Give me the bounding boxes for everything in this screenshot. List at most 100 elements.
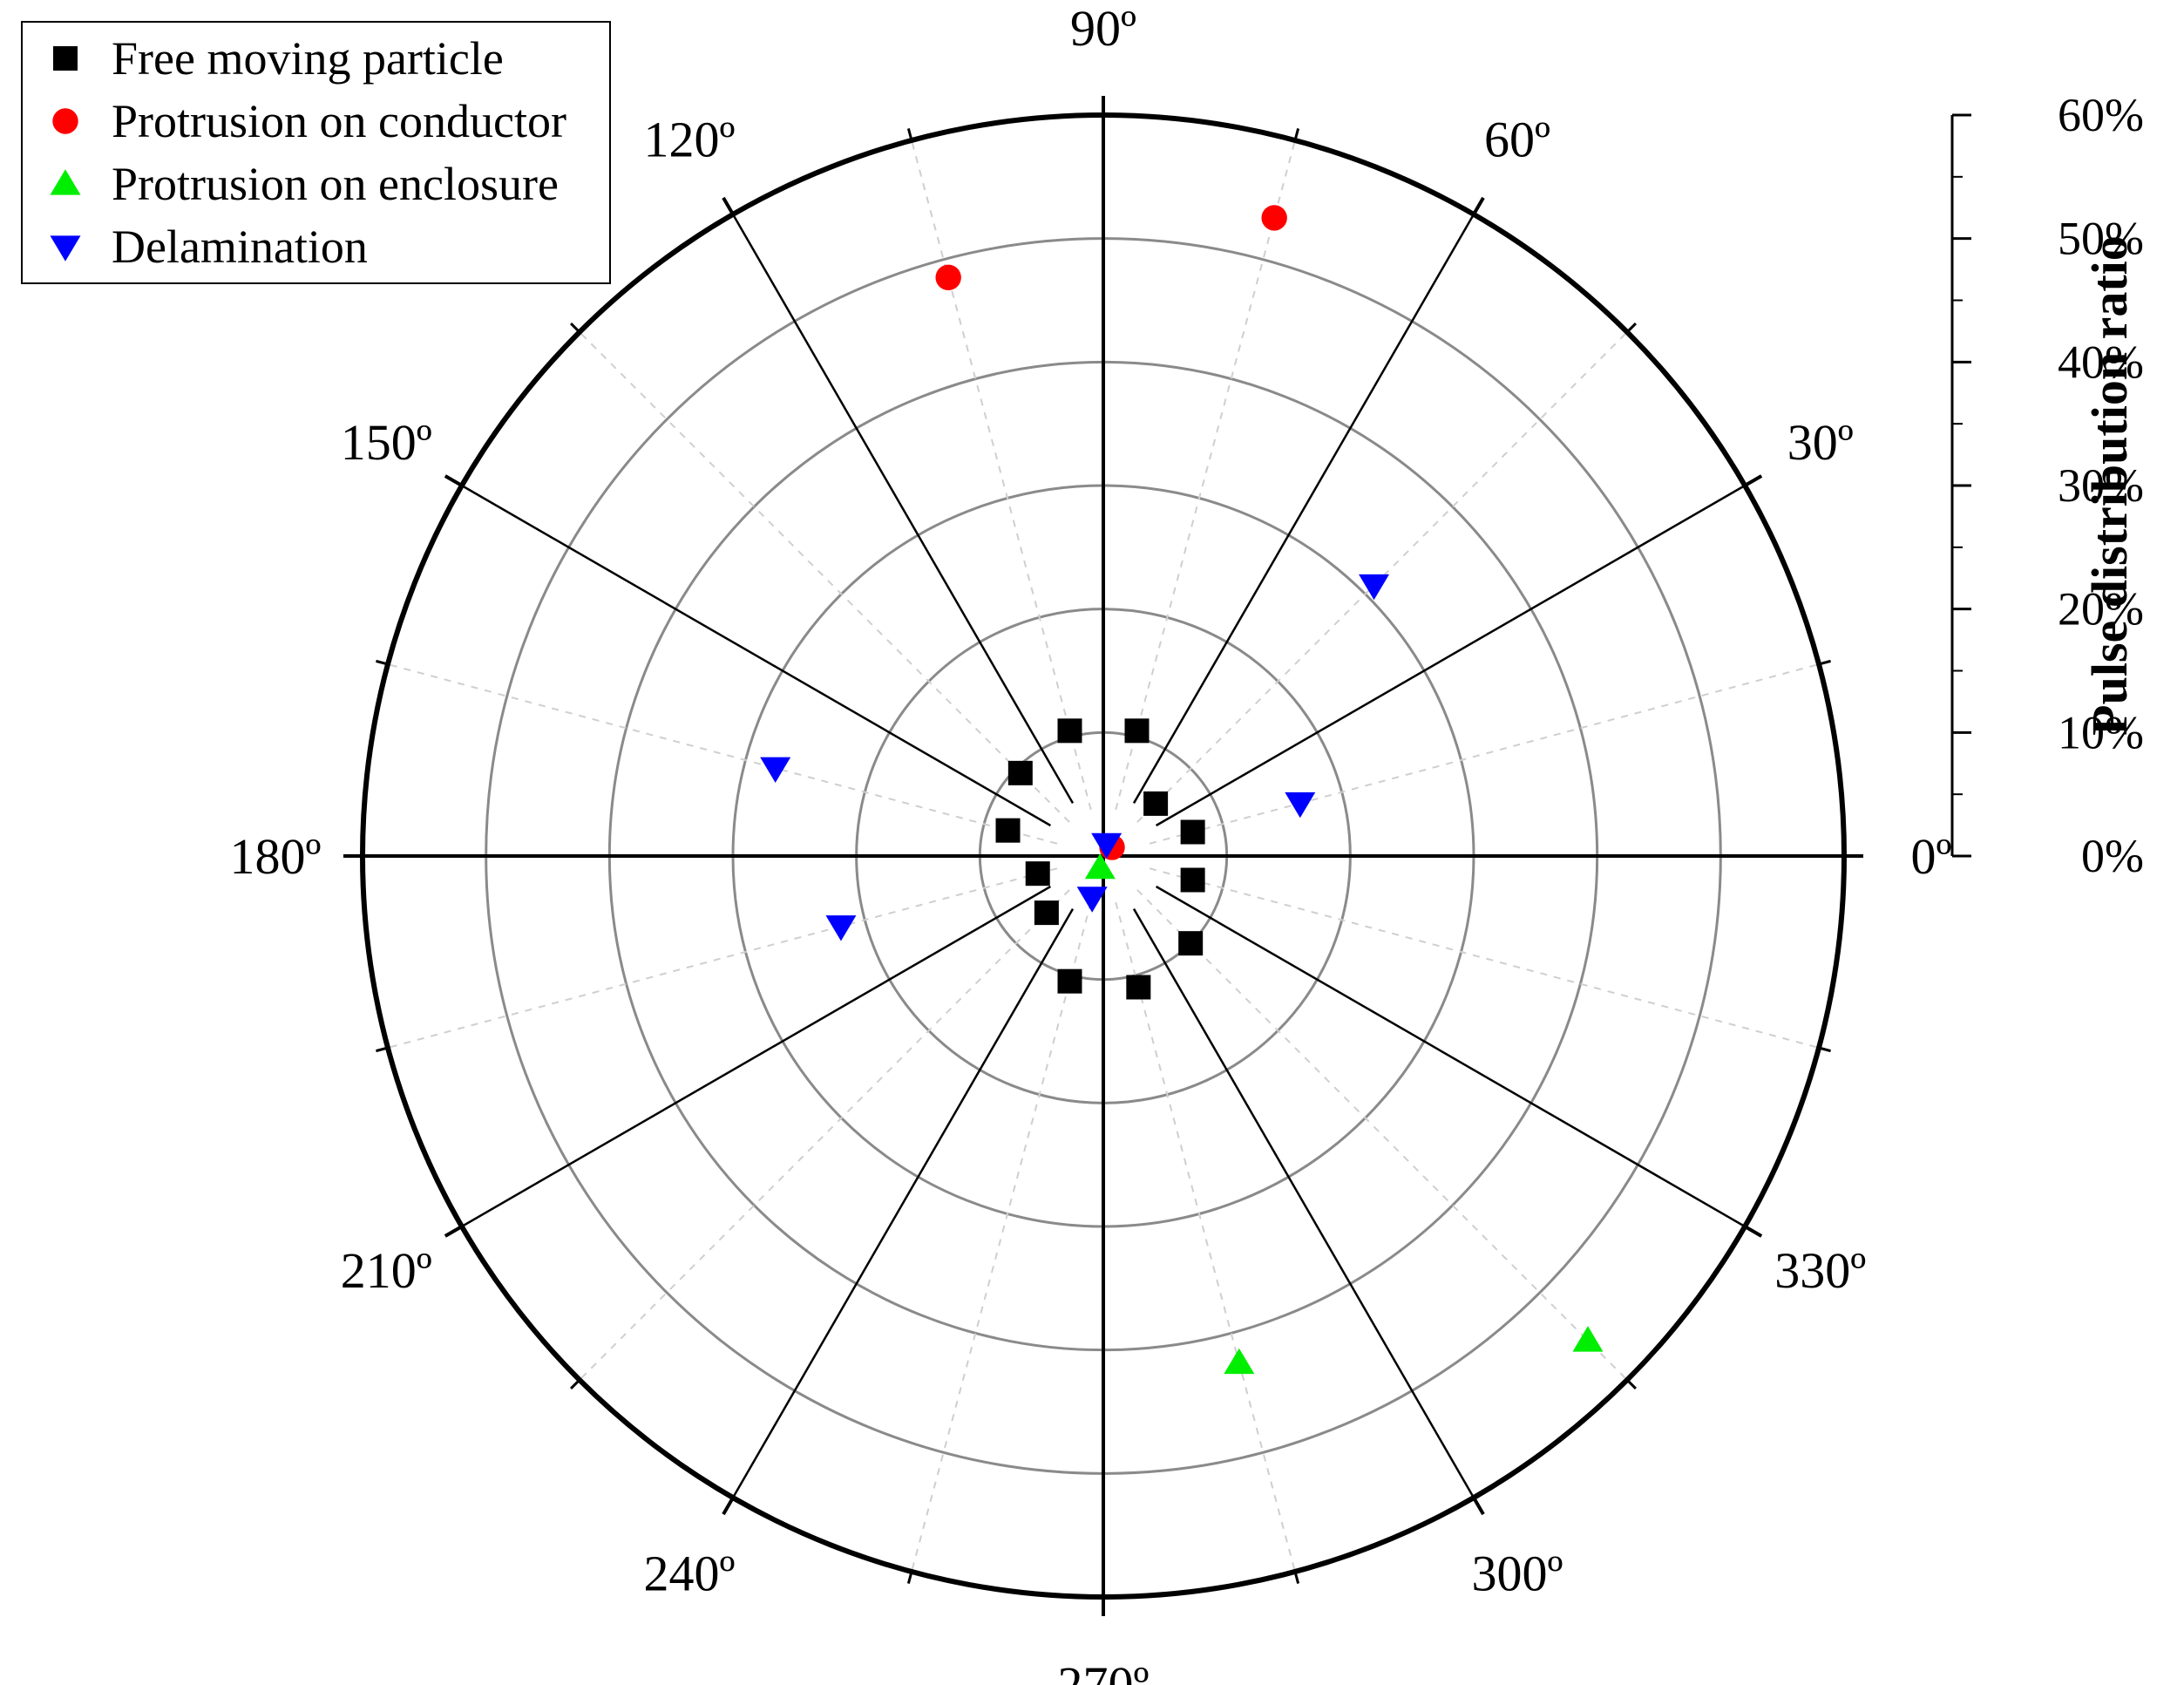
radial-tick-label: 50%: [2058, 213, 2144, 265]
data-point: [935, 264, 961, 291]
angle-tick-mark: [722, 196, 735, 215]
radial-axis-label: Pulse distribution ratio: [2081, 235, 2138, 736]
angle-tick-label: 270º: [1058, 1656, 1150, 1685]
data-point: [1057, 968, 1082, 994]
minor-spoke: [1149, 663, 1820, 845]
angle-spoke: [461, 885, 1052, 1228]
angle-tick-mark: [1744, 1225, 1763, 1238]
minor-spoke: [387, 867, 1058, 1049]
radial-axis: 0% 10% 20% 30% 40% 50% 60% Pulse distribution r…: [1950, 89, 2144, 882]
angle-minor-tick: [569, 1378, 581, 1390]
data-point: [1572, 1326, 1604, 1352]
data-point: [1180, 819, 1205, 845]
minor-spoke: [1149, 867, 1820, 1049]
angle-tick-label: 0º: [1911, 828, 1952, 885]
data-point: [1007, 760, 1033, 785]
legend-marker: [52, 108, 78, 134]
radial-tick-label: 30%: [2058, 459, 2144, 512]
legend-label: Delamination: [112, 221, 368, 273]
legend-label: Protrusion on enclosure: [112, 158, 559, 210]
angle-tick-label: 330º: [1774, 1242, 1866, 1299]
data-point: [1025, 861, 1050, 887]
series-free-moving-particle: [995, 718, 1205, 1000]
angle-tick-labels: 0º 30º 60º 90º 120º 150º 180º 210º 240º 270º 300º 3…: [230, 0, 1952, 1685]
data-point: [1091, 832, 1123, 859]
data-point: [1143, 791, 1169, 816]
data-point: [1057, 718, 1082, 744]
data-point: [1261, 205, 1287, 231]
angle-spoke: [1155, 484, 1746, 827]
legend-marker: [53, 46, 78, 71]
data-point: [825, 915, 857, 941]
angle-minor-tick: [1625, 322, 1638, 334]
angle-tick-label: 180º: [230, 828, 322, 885]
minor-spoke: [1115, 901, 1296, 1573]
angle-minor-tick: [1818, 659, 1831, 666]
data-point: [1180, 867, 1205, 893]
angle-tick-mark: [722, 1497, 735, 1516]
legend-label: Free moving particle: [112, 32, 504, 85]
minor-spoke: [387, 663, 1058, 845]
angle-minor-tick: [906, 1571, 913, 1584]
angle-minor-tick: [1818, 1046, 1831, 1053]
angle-spoke: [461, 484, 1052, 827]
radial-tick-label: 40%: [2058, 336, 2144, 388]
legend-marker: [50, 169, 81, 195]
data-point: [760, 757, 791, 783]
angle-tick-label: 30º: [1787, 414, 1854, 471]
angle-minor-tick: [376, 659, 389, 666]
angle-spoke: [1155, 885, 1746, 1228]
angle-tick-label: 240º: [644, 1546, 736, 1602]
angle-spoke: [731, 214, 1075, 805]
minor-spoke: [1136, 889, 1628, 1381]
minor-spoke: [579, 331, 1070, 823]
minor-spoke: [1115, 139, 1296, 811]
data-points: [760, 205, 1604, 1375]
radial-tick-label: 60%: [2058, 89, 2144, 141]
angle-tick-mark: [444, 474, 463, 487]
legend-label: Protrusion on conductor: [112, 95, 566, 147]
radial-tick-label: 10%: [2058, 706, 2144, 758]
angle-minor-tick: [376, 1046, 389, 1053]
legend-marker: [50, 235, 81, 262]
legend: Free moving particle Protrusion on conduc…: [21, 21, 611, 284]
data-point: [1126, 975, 1151, 1000]
data-point: [1285, 792, 1316, 819]
legend-box: [21, 21, 611, 284]
angle-minor-tick: [569, 322, 581, 334]
data-point: [1034, 900, 1059, 926]
minor-spoke: [911, 139, 1092, 811]
series-delamination: [760, 574, 1390, 941]
angle-minor-tick: [1293, 128, 1300, 141]
angle-tick-label: 210º: [341, 1242, 432, 1299]
angle-tick-label: 120º: [644, 111, 736, 167]
angle-tick-mark: [444, 1225, 463, 1238]
data-point: [1084, 853, 1116, 880]
minor-spoke: [579, 889, 1070, 1381]
angle-spoke: [1132, 214, 1475, 805]
angle-spoke: [1132, 907, 1475, 1498]
angle-minor-tick: [1625, 1378, 1638, 1390]
series-protrusion-on-enclosure: [1084, 853, 1604, 1375]
data-point: [1124, 718, 1150, 744]
data-point: [1178, 931, 1204, 956]
angle-tick-mark: [1744, 474, 1763, 487]
radial-tick-label: 20%: [2058, 583, 2144, 635]
angle-spokes: [343, 96, 1863, 1616]
series-protrusion-on-conductor: [935, 205, 1287, 860]
minor-spoke: [1136, 331, 1628, 823]
data-point: [1224, 1348, 1255, 1375]
data-point: [995, 818, 1021, 843]
angle-tick-label: 60º: [1484, 111, 1550, 167]
minor-spoke: [911, 901, 1092, 1573]
angle-tick-label: 90º: [1070, 0, 1136, 57]
radial-tick-label: 0%: [2081, 830, 2144, 882]
data-point: [1076, 887, 1108, 913]
angle-minor-tick: [1293, 1571, 1300, 1584]
data-point: [1359, 574, 1390, 601]
angle-tick-mark: [1472, 1497, 1485, 1516]
angle-tick-label: 150º: [341, 414, 432, 471]
angle-tick-label: 300º: [1472, 1546, 1563, 1602]
angle-tick-mark: [1472, 196, 1485, 215]
